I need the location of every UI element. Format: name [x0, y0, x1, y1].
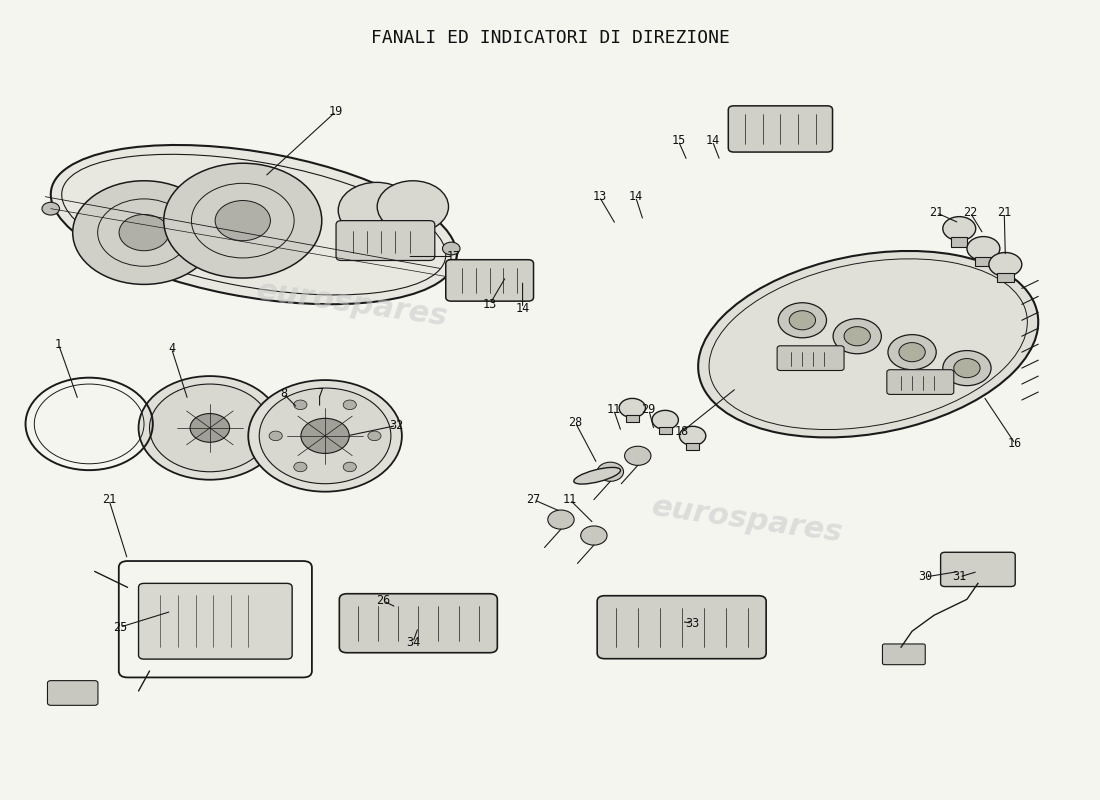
Circle shape: [778, 302, 826, 338]
Bar: [952, 237, 968, 246]
Circle shape: [367, 431, 381, 441]
Circle shape: [625, 446, 651, 466]
Circle shape: [270, 431, 283, 441]
Circle shape: [888, 334, 936, 370]
FancyBboxPatch shape: [597, 596, 767, 658]
Text: 11: 11: [606, 403, 620, 416]
Circle shape: [343, 400, 356, 410]
Text: 25: 25: [113, 621, 127, 634]
Circle shape: [943, 217, 976, 241]
FancyBboxPatch shape: [882, 644, 925, 665]
Text: 30: 30: [918, 570, 933, 583]
Circle shape: [844, 326, 870, 346]
Ellipse shape: [574, 467, 620, 484]
Text: 14: 14: [628, 190, 642, 203]
FancyBboxPatch shape: [777, 346, 844, 370]
FancyBboxPatch shape: [887, 370, 954, 394]
Text: 15: 15: [671, 134, 685, 147]
Text: 34: 34: [406, 636, 420, 649]
Circle shape: [190, 414, 230, 442]
Text: 13: 13: [592, 190, 606, 203]
Text: 16: 16: [1008, 438, 1022, 450]
Circle shape: [119, 214, 169, 250]
Text: 18: 18: [674, 426, 689, 438]
Circle shape: [597, 462, 624, 482]
Circle shape: [139, 376, 282, 480]
Circle shape: [377, 181, 449, 233]
Text: 33: 33: [685, 617, 700, 630]
Circle shape: [833, 318, 881, 354]
Text: 27: 27: [527, 493, 541, 506]
Circle shape: [652, 410, 679, 430]
Circle shape: [989, 253, 1022, 277]
Text: 28: 28: [568, 416, 582, 429]
Circle shape: [619, 398, 646, 418]
Text: 11: 11: [562, 493, 576, 506]
Circle shape: [216, 201, 271, 241]
Text: 31: 31: [953, 570, 967, 583]
Text: eurospares: eurospares: [650, 492, 845, 547]
Circle shape: [899, 342, 925, 362]
Circle shape: [164, 163, 322, 278]
Circle shape: [294, 400, 307, 410]
Text: 29: 29: [641, 403, 656, 416]
Text: 21: 21: [997, 206, 1011, 219]
Circle shape: [954, 358, 980, 378]
Text: 8: 8: [279, 387, 287, 400]
Bar: [686, 442, 700, 450]
Circle shape: [789, 310, 815, 330]
Circle shape: [42, 202, 59, 215]
Text: 32: 32: [389, 419, 404, 432]
Bar: [976, 257, 991, 266]
Circle shape: [548, 510, 574, 529]
Text: 21: 21: [102, 493, 116, 506]
Circle shape: [78, 213, 144, 261]
Ellipse shape: [51, 145, 456, 304]
Circle shape: [150, 384, 271, 472]
Circle shape: [343, 462, 356, 472]
FancyBboxPatch shape: [446, 260, 534, 301]
Text: 4: 4: [168, 342, 175, 354]
Circle shape: [249, 380, 402, 492]
Circle shape: [260, 388, 390, 484]
FancyBboxPatch shape: [728, 106, 833, 152]
Bar: [997, 273, 1013, 282]
Circle shape: [73, 181, 216, 285]
Text: 7: 7: [316, 387, 323, 400]
Circle shape: [943, 350, 991, 386]
FancyBboxPatch shape: [47, 681, 98, 706]
FancyBboxPatch shape: [339, 594, 497, 653]
Circle shape: [294, 462, 307, 472]
Text: 19: 19: [329, 105, 343, 118]
FancyBboxPatch shape: [139, 583, 293, 659]
Ellipse shape: [62, 154, 446, 295]
Text: 22: 22: [964, 206, 978, 219]
Text: 13: 13: [483, 298, 497, 311]
Text: 17: 17: [447, 250, 461, 263]
Bar: [626, 414, 639, 422]
Circle shape: [338, 182, 415, 238]
Circle shape: [680, 426, 706, 446]
Ellipse shape: [698, 251, 1038, 438]
Text: 26: 26: [376, 594, 390, 607]
Text: FANALI ED INDICATORI DI DIREZIONE: FANALI ED INDICATORI DI DIREZIONE: [371, 30, 729, 47]
Circle shape: [967, 237, 1000, 261]
Circle shape: [442, 242, 460, 255]
Text: 14: 14: [705, 134, 719, 147]
Text: 21: 21: [930, 206, 944, 219]
Text: 14: 14: [516, 302, 530, 315]
Circle shape: [301, 418, 349, 454]
FancyBboxPatch shape: [336, 221, 434, 261]
FancyBboxPatch shape: [940, 552, 1015, 586]
Bar: [659, 426, 672, 434]
Text: 1: 1: [55, 338, 62, 350]
Text: eurospares: eurospares: [255, 277, 450, 332]
Circle shape: [581, 526, 607, 545]
